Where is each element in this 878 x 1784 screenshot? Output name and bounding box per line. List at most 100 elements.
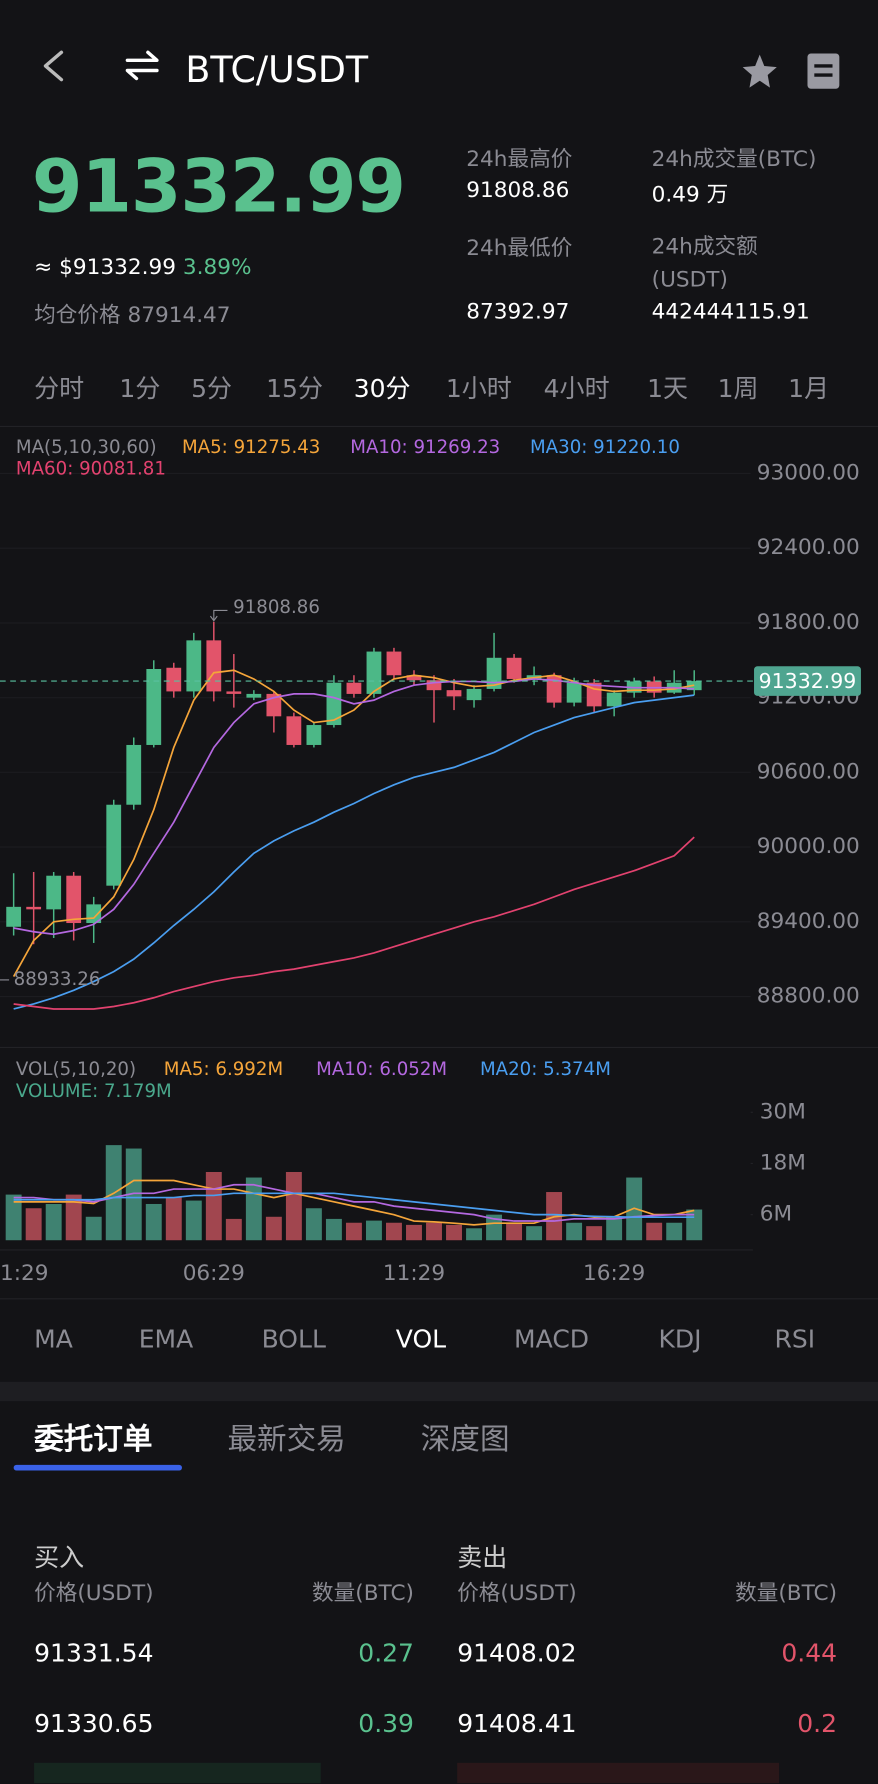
interval-tab[interactable]: 15分	[266, 375, 323, 404]
avg-line: 均仓价格 87914.47	[34, 298, 230, 329]
buy-price: 91331.54	[34, 1639, 154, 1669]
volume-bar	[185, 1200, 202, 1241]
candle-body	[226, 691, 242, 694]
volume-bar	[285, 1171, 302, 1241]
orders-tab[interactable]: 委托订单	[34, 1422, 153, 1457]
usd-price: ≈ $91332.99	[34, 254, 176, 280]
stat-label: 24h最低价	[466, 235, 573, 261]
orders-tab[interactable]: 最新交易	[227, 1422, 346, 1457]
volume-bar	[466, 1228, 482, 1241]
qty-header: 数量(BTC)	[735, 1580, 838, 1606]
volume-bar	[526, 1226, 543, 1241]
volume-bar	[446, 1224, 462, 1241]
volume-bar	[386, 1222, 402, 1241]
candle-body	[6, 906, 22, 927]
favorite-icon[interactable]	[742, 54, 777, 88]
interval-tab[interactable]: 1月	[788, 375, 830, 404]
indicator-tab[interactable]: MA	[34, 1326, 73, 1355]
ma-legend: MA5: 6.992M	[164, 1059, 283, 1080]
indicator-tab[interactable]: MACD	[514, 1326, 590, 1355]
info-icon[interactable]	[807, 53, 840, 89]
interval-tab[interactable]: 1小时	[445, 375, 512, 404]
candle-body	[306, 725, 322, 745]
x-tick-label: 11:29	[383, 1261, 445, 1286]
buy-qty: 0.27	[358, 1639, 414, 1669]
volume-bar	[486, 1214, 503, 1241]
stat-value: 91808.86	[466, 177, 570, 203]
stat-label: 24h最高价	[466, 146, 573, 172]
x-tick-label: 16:29	[583, 1261, 645, 1286]
orders-tab[interactable]: 深度图	[420, 1422, 510, 1457]
volume-bar	[365, 1220, 382, 1241]
vol-legend-title: VOL(5,10,20)	[16, 1059, 136, 1080]
indicator-tab[interactable]: KDJ	[658, 1326, 702, 1355]
sell-title: 卖出	[457, 1544, 508, 1573]
candle-body	[26, 906, 42, 910]
ma-legend: MA60: 90081.81	[16, 459, 166, 480]
interval-tab[interactable]: 分时	[34, 375, 85, 404]
candle-body	[166, 667, 182, 692]
interval-tab[interactable]: 1天	[647, 375, 689, 404]
volume-bar	[566, 1222, 583, 1241]
volume-bar	[65, 1194, 82, 1241]
interval-tab[interactable]: 1周	[717, 375, 759, 404]
stat-value: 442444115.91	[651, 299, 810, 325]
volume-bar	[646, 1222, 663, 1241]
volume-bar	[145, 1203, 162, 1241]
candle-body	[186, 640, 202, 692]
volume-bar	[265, 1216, 282, 1241]
y-tick-label: 91800.00	[757, 610, 860, 635]
candle-body	[106, 804, 122, 886]
volume-bar	[225, 1218, 242, 1241]
switch-icon[interactable]	[125, 50, 159, 81]
high-label: 91808.86	[233, 597, 320, 618]
volume-bar	[506, 1222, 523, 1241]
y-tick-label: 30M	[760, 1099, 806, 1124]
candle-body	[246, 693, 262, 698]
theme-icon[interactable]	[701, 56, 719, 87]
avg-value: 87914.47	[127, 302, 231, 328]
stat-label: 24h成交量(BTC)	[651, 146, 817, 172]
volume-bar	[426, 1222, 442, 1241]
pair-title: BTC/USDT	[185, 47, 369, 91]
usd-line: ≈ $91332.99 3.89%	[34, 255, 251, 280]
candle-body	[466, 688, 482, 701]
buy-price: 91330.65	[34, 1710, 154, 1739]
buy-title: 买入	[34, 1544, 85, 1573]
buy-qty: 0.39	[358, 1710, 414, 1739]
back-icon[interactable]	[43, 50, 64, 82]
volume-bar	[666, 1222, 683, 1241]
ma-line	[13, 836, 695, 1010]
candle-body	[386, 651, 402, 676]
x-tick-label: 1:29	[0, 1261, 49, 1286]
interval-tab[interactable]: 4小时	[543, 375, 610, 404]
ma-legend: MA5: 91275.43	[182, 437, 320, 458]
volume-bar	[606, 1216, 623, 1241]
indicator-tab[interactable]: VOL	[395, 1326, 447, 1355]
candle-body	[426, 680, 442, 691]
sell-qty: 0.2	[797, 1710, 838, 1739]
indicator-tab[interactable]: RSI	[774, 1326, 816, 1355]
y-tick-label: 6M	[760, 1202, 792, 1227]
volume-bar	[345, 1222, 362, 1241]
interval-tab[interactable]: 5分	[191, 375, 233, 404]
volume-bar	[165, 1197, 182, 1241]
low-label: 88933.26	[14, 969, 101, 990]
indicator-tab[interactable]: EMA	[138, 1326, 194, 1355]
price-header: 价格(USDT)	[34, 1580, 154, 1606]
ma-legend: MA30: 91220.10	[530, 437, 680, 458]
ma-legend: MA10: 6.052M	[316, 1059, 447, 1080]
indicator-tab[interactable]: BOLL	[261, 1326, 326, 1355]
stat-label: 24h成交额(USDT)	[651, 234, 758, 293]
candle-body	[486, 657, 502, 689]
volume-bar	[305, 1208, 322, 1241]
last-price: 91332.99	[31, 145, 406, 230]
interval-tab[interactable]: 1分	[119, 375, 161, 404]
ma-legend-title: MA(5,10,30,60)	[16, 437, 157, 458]
ma-line	[13, 1192, 695, 1219]
interval-tab[interactable]: 30分	[353, 375, 411, 404]
ma-legend: MA20: 5.374M	[480, 1059, 611, 1080]
stat-value: 0.49 万	[651, 181, 729, 207]
